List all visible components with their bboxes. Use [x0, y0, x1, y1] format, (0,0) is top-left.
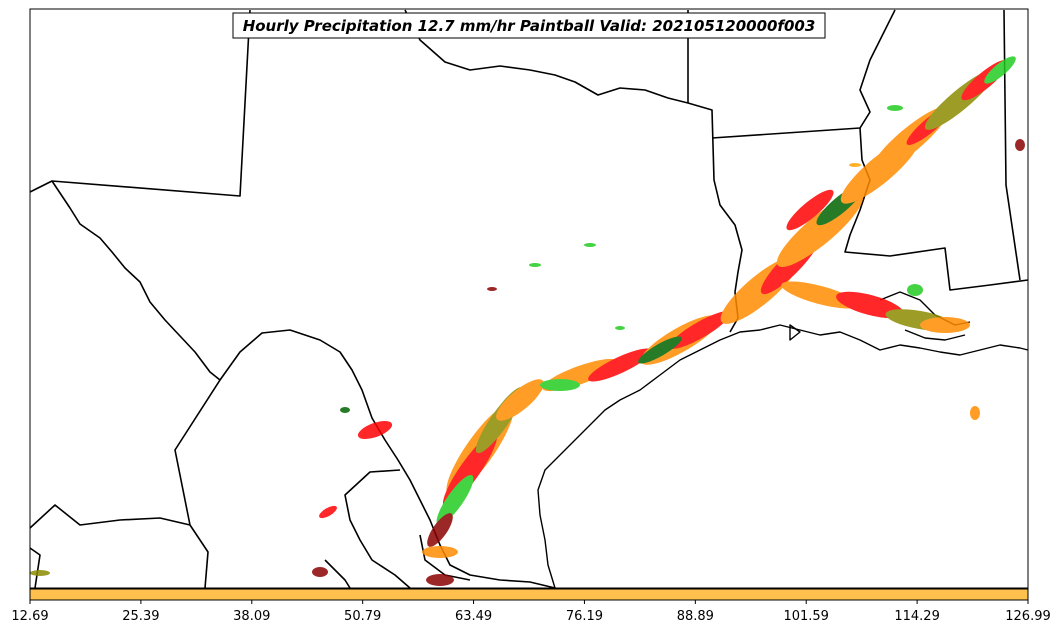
- colorbar-tick-label: 12.69: [11, 609, 48, 624]
- colorbar-tick-label: 88.89: [677, 609, 714, 624]
- colorbar-tick-label: 114.29: [894, 609, 940, 624]
- colorbar-tick-label: 25.39: [122, 609, 159, 624]
- colorbar-tick-label: 126.99: [1005, 609, 1051, 624]
- colorbar: 12.69 25.39 38.09 50.79 63.49 76.19 88.89 101.5…: [11, 588, 1051, 624]
- map-title: Hourly Precipitation 12.7 mm/hr Paintbal…: [243, 17, 816, 35]
- colorbar-tick-label: 38.09: [233, 609, 270, 624]
- colorbar-tick-label: 101.59: [783, 609, 829, 624]
- colorbar-tick-label: 63.49: [455, 609, 492, 624]
- colorbar-fill: [29, 588, 1029, 601]
- colorbar-tick-label: 76.19: [566, 609, 603, 624]
- colorbar-ticks: 12.69 25.39 38.09 50.79 63.49 76.19 88.89 101.5…: [11, 600, 1051, 624]
- map-frame: [29, 8, 1029, 589]
- map-panel: [29, 8, 1029, 589]
- title-box: Hourly Precipitation 12.7 mm/hr Paintbal…: [232, 12, 826, 39]
- colorbar-tick-label: 50.79: [344, 609, 381, 624]
- precipitation-paintballs: [30, 56, 1025, 586]
- state-boundaries: [29, 9, 1029, 589]
